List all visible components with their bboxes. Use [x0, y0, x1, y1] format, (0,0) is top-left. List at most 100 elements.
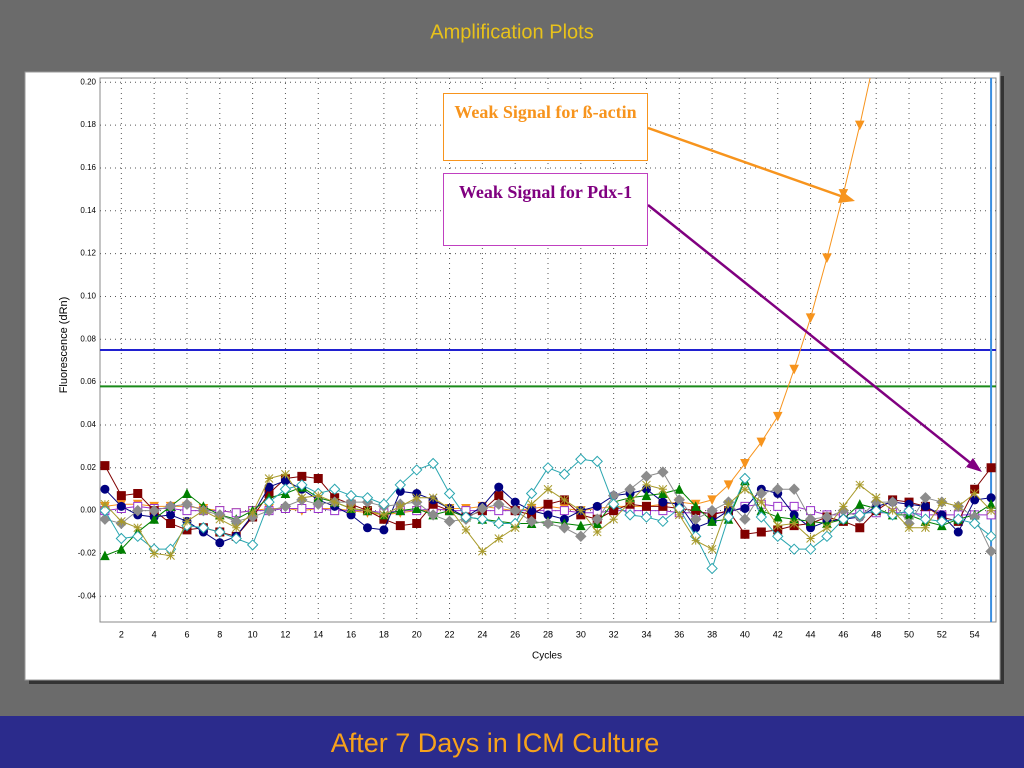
- data-point: [494, 482, 504, 492]
- data-point: [248, 508, 257, 518]
- data-point: [691, 536, 701, 545]
- data-point: [788, 543, 800, 555]
- data-point: [658, 497, 668, 507]
- data-point: [182, 488, 192, 498]
- y-tick-label: 0.16: [80, 163, 96, 172]
- x-tick-label: 8: [217, 629, 222, 639]
- data-point: [164, 500, 177, 513]
- data-point: [576, 520, 586, 531]
- data-point: [739, 472, 751, 485]
- y-tick-label: 0.10: [80, 292, 96, 301]
- x-tick-label: 32: [609, 629, 619, 639]
- data-point: [476, 513, 489, 525]
- data-point: [182, 516, 192, 526]
- x-tick-label: 40: [740, 629, 750, 639]
- data-point: [806, 534, 815, 543]
- data-point: [428, 493, 438, 503]
- data-point: [559, 506, 569, 516]
- data-point: [575, 453, 587, 465]
- data-point: [460, 511, 472, 523]
- data-point: [740, 459, 750, 469]
- data-point: [872, 46, 880, 54]
- data-point: [772, 483, 784, 495]
- data-point: [952, 513, 964, 525]
- data-point: [166, 518, 176, 528]
- x-tick-label: 14: [313, 629, 323, 639]
- arrow: [647, 126, 853, 202]
- data-point: [821, 511, 833, 523]
- data-point: [100, 484, 110, 494]
- data-point: [199, 506, 208, 515]
- data-point: [296, 479, 308, 491]
- data-point: [706, 562, 718, 575]
- data-point: [740, 484, 750, 494]
- data-point: [363, 506, 372, 515]
- data-point: [246, 539, 259, 551]
- data-point: [576, 506, 586, 515]
- data-point: [181, 519, 193, 532]
- data-point: [886, 509, 899, 521]
- data-point: [936, 515, 948, 528]
- x-tick-label: 42: [773, 629, 783, 639]
- data-point: [313, 491, 323, 500]
- data-point: [542, 462, 554, 474]
- data-point: [493, 498, 505, 510]
- data-point: [427, 457, 439, 470]
- y-tick-label: 0.18: [80, 120, 96, 129]
- data-point: [493, 517, 505, 530]
- data-point: [411, 503, 422, 513]
- data-point: [543, 484, 553, 494]
- data-point: [100, 513, 111, 525]
- data-point: [788, 483, 800, 495]
- data-point: [642, 480, 651, 490]
- data-point: [920, 501, 930, 511]
- data-point: [543, 499, 553, 509]
- data-point: [116, 491, 126, 501]
- data-point: [953, 527, 963, 537]
- data-point: [133, 523, 143, 533]
- data-point: [804, 513, 817, 525]
- data-point: [330, 497, 340, 507]
- data-point: [953, 501, 963, 511]
- data-point: [625, 497, 635, 507]
- x-tick-label: 26: [510, 629, 520, 639]
- y-tick-label: 0.08: [80, 334, 96, 343]
- data-point: [658, 488, 668, 498]
- arrow: [647, 204, 979, 470]
- data-point: [871, 493, 881, 503]
- data-point: [773, 501, 783, 511]
- data-point: [724, 499, 733, 509]
- y-tick-label: -0.04: [78, 591, 97, 600]
- data-point: [804, 543, 817, 555]
- data-point: [527, 499, 536, 509]
- x-tick-label: 44: [806, 629, 816, 639]
- y-tick-label: 0.14: [80, 206, 96, 215]
- x-tick-label: 48: [871, 629, 881, 639]
- x-tick-label: 46: [838, 629, 848, 639]
- data-point: [985, 530, 996, 543]
- data-point: [985, 545, 996, 558]
- data-point: [640, 511, 653, 523]
- footer-band: [0, 716, 1024, 768]
- data-point: [839, 501, 848, 511]
- x-tick-label: 12: [280, 629, 290, 639]
- data-point: [772, 411, 783, 422]
- y-tick-label: 0.12: [80, 249, 96, 258]
- data-point: [379, 525, 389, 535]
- x-tick-label: 36: [674, 629, 684, 639]
- data-point: [215, 514, 225, 524]
- data-point: [888, 506, 897, 515]
- x-tick-label: 6: [184, 629, 189, 639]
- data-point: [328, 483, 341, 495]
- data-point: [575, 530, 587, 543]
- data-point: [297, 493, 307, 503]
- data-point: [592, 501, 602, 511]
- data-point: [378, 498, 390, 510]
- data-point: [970, 489, 980, 498]
- data-point: [822, 523, 832, 533]
- data-point: [689, 513, 702, 525]
- data-point: [641, 501, 651, 511]
- data-point: [658, 484, 668, 494]
- data-point: [986, 506, 996, 515]
